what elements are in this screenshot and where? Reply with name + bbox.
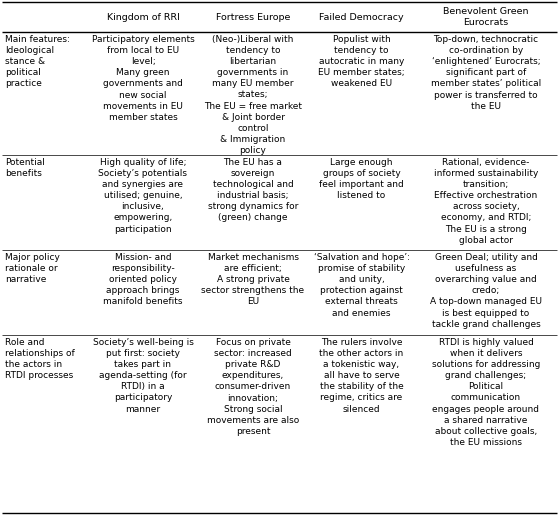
Text: High quality of life;
Society’s potentials
and synergies are
utilised; genuine,
: High quality of life; Society’s potentia… [98,158,187,234]
Text: Rational, evidence-
informed sustainability
transition;
Effective orchestration
: Rational, evidence- informed sustainabil… [434,158,538,245]
Text: Potential
benefits: Potential benefits [5,158,45,178]
Text: Failed Democracy: Failed Democracy [319,12,404,22]
Text: Major policy
rationale or
narrative: Major policy rationale or narrative [5,253,60,284]
Text: Main features:
Ideological
stance &
political
practice: Main features: Ideological stance & poli… [5,35,70,89]
Text: RTDI is highly valued
when it delivers
solutions for addressing
grand challenges: RTDI is highly valued when it delivers s… [432,338,540,447]
Text: Society’s well-being is
put first: society
takes part in
agenda-setting (for
RTD: Society’s well-being is put first: socie… [93,338,193,414]
Text: Green Deal; utility and
usefulness as
overarching value and
credo;
A top-down ma: Green Deal; utility and usefulness as ov… [430,253,542,329]
Text: (Neo-)Liberal with
tendency to
libertarian
governments in
many EU member
states;: (Neo-)Liberal with tendency to libertari… [204,35,302,155]
Text: Mission- and
responsibility-
oriented policy
approach brings
manifold benefits: Mission- and responsibility- oriented po… [103,253,183,306]
Text: The rulers involve
the other actors in
a tokenistic way,
all have to serve
the s: The rulers involve the other actors in a… [319,338,404,414]
Text: Populist with
tendency to
autocratic in many
EU member states;
weakened EU: Populist with tendency to autocratic in … [318,35,405,89]
Text: Fortress Europe: Fortress Europe [216,12,290,22]
Text: ‘Salvation and hope’:
promise of stability
and unity,
protection against
externa: ‘Salvation and hope’: promise of stabili… [314,253,410,318]
Text: Top-down, technocratic
co-ordination by
‘enlightened’ Eurocrats;
significant par: Top-down, technocratic co-ordination by … [431,35,541,111]
Text: Kingdom of RRI: Kingdom of RRI [107,12,179,22]
Text: Large enough
groups of society
feel important and
listened to: Large enough groups of society feel impo… [319,158,404,200]
Text: Market mechanisms
are efficient;
A strong private
sector strengthens the
EU: Market mechanisms are efficient; A stron… [201,253,305,306]
Text: Role and
relationships of
the actors in
RTDI processes: Role and relationships of the actors in … [5,338,75,380]
Text: Participatory elements
from local to EU
level;
Many green
governments and
new so: Participatory elements from local to EU … [92,35,195,122]
Text: Focus on private
sector: increased
private R&D
expenditures,
consumer-driven
inn: Focus on private sector: increased priva… [207,338,299,436]
Text: Benevolent Green
Eurocrats: Benevolent Green Eurocrats [443,7,529,27]
Text: The EU has a
sovereign
technological and
industrial basis;
strong dynamics for
(: The EU has a sovereign technological and… [208,158,298,222]
